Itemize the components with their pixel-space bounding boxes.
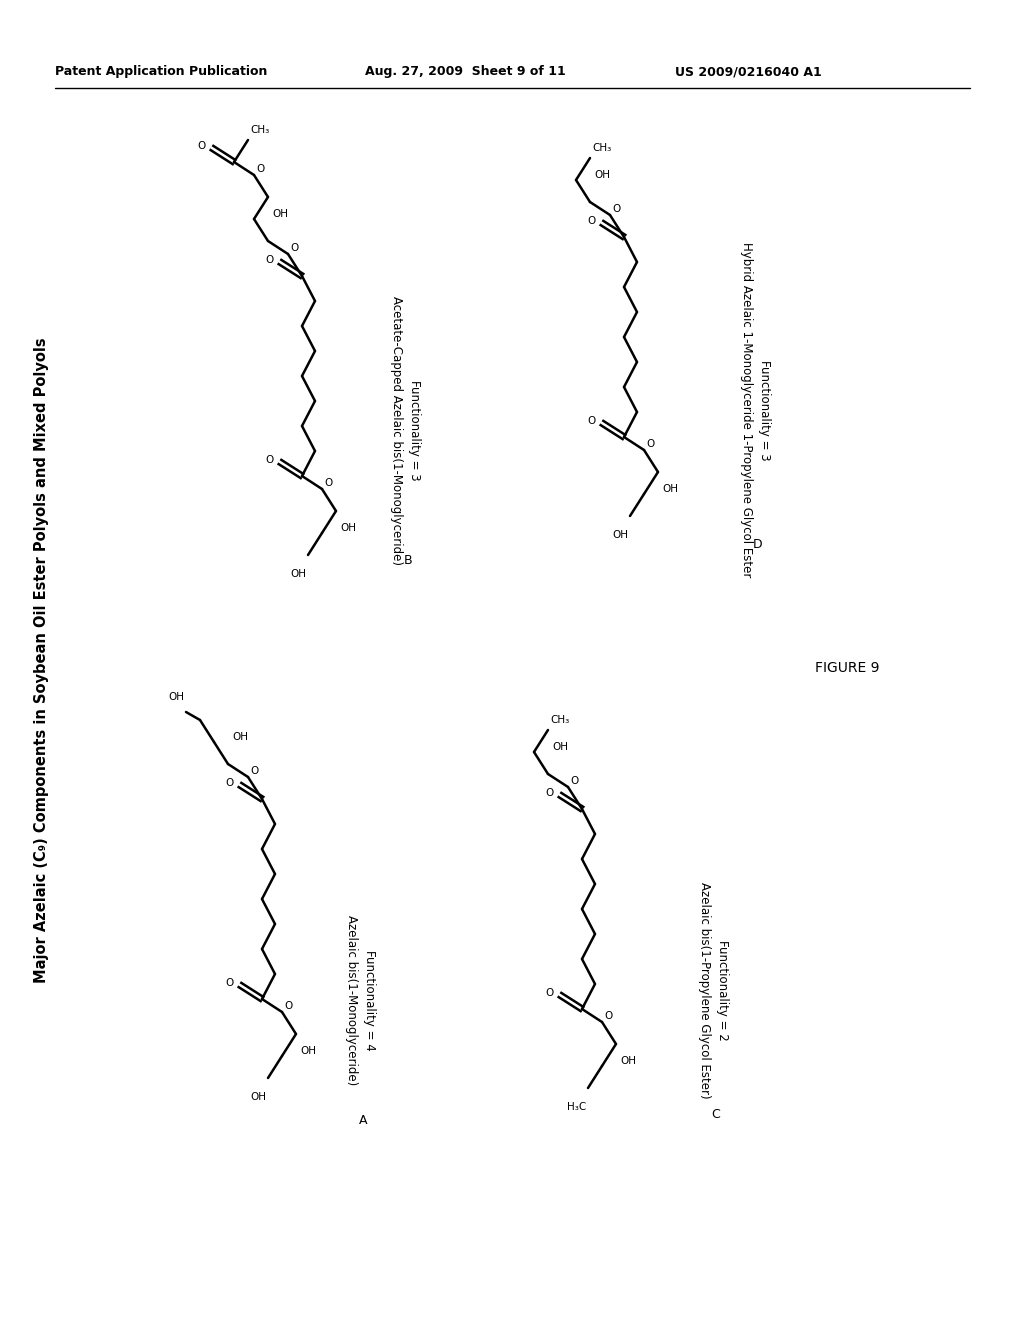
- Text: O: O: [570, 776, 579, 785]
- Text: OH: OH: [620, 1056, 636, 1067]
- Text: O: O: [250, 766, 258, 776]
- Text: O: O: [290, 243, 298, 253]
- Text: OH: OH: [552, 742, 568, 752]
- Text: O: O: [546, 987, 554, 998]
- Text: OH: OH: [594, 170, 610, 180]
- Text: CH₃: CH₃: [250, 125, 269, 135]
- Text: OH: OH: [250, 1092, 266, 1102]
- Text: O: O: [646, 440, 654, 449]
- Text: D: D: [754, 539, 763, 552]
- Text: FIGURE 9: FIGURE 9: [815, 661, 880, 675]
- Text: CH₃: CH₃: [550, 715, 569, 725]
- Text: OH: OH: [290, 569, 306, 579]
- Text: OH: OH: [232, 733, 248, 742]
- Text: O: O: [546, 788, 554, 799]
- Text: B: B: [403, 553, 413, 566]
- Text: CH₃: CH₃: [592, 143, 611, 153]
- Text: C: C: [712, 1109, 720, 1122]
- Text: H₃C: H₃C: [566, 1102, 586, 1111]
- Text: O: O: [256, 164, 264, 174]
- Text: Major Azelaic (C₉) Components in Soybean Oil Ester Polyols and Mixed Polyols: Major Azelaic (C₉) Components in Soybean…: [35, 337, 49, 983]
- Text: O: O: [324, 478, 332, 488]
- Text: O: O: [588, 216, 596, 226]
- Text: OH: OH: [662, 484, 678, 494]
- Text: O: O: [284, 1001, 292, 1011]
- Text: Hybrid Azelaic 1-Monoglyceride 1-Propylene Glycol Ester: Hybrid Azelaic 1-Monoglyceride 1-Propyle…: [740, 243, 753, 578]
- Text: OH: OH: [340, 523, 356, 533]
- Text: OH: OH: [300, 1045, 316, 1056]
- Text: US 2009/0216040 A1: US 2009/0216040 A1: [675, 66, 821, 78]
- Text: O: O: [225, 978, 234, 987]
- Text: O: O: [266, 455, 274, 465]
- Text: Patent Application Publication: Patent Application Publication: [55, 66, 267, 78]
- Text: Azelaic bis(1-Propylene Glycol Ester): Azelaic bis(1-Propylene Glycol Ester): [698, 882, 711, 1098]
- Text: OH: OH: [612, 531, 628, 540]
- Text: Functionality = 2: Functionality = 2: [716, 940, 729, 1040]
- Text: Aug. 27, 2009  Sheet 9 of 11: Aug. 27, 2009 Sheet 9 of 11: [365, 66, 565, 78]
- Text: O: O: [198, 141, 206, 150]
- Text: Azelaic bis(1-Monoglyceride): Azelaic bis(1-Monoglyceride): [345, 915, 358, 1085]
- Text: O: O: [266, 255, 274, 265]
- Text: O: O: [604, 1011, 612, 1020]
- Text: O: O: [588, 416, 596, 426]
- Text: OH: OH: [168, 692, 184, 702]
- Text: Functionality = 3: Functionality = 3: [408, 380, 421, 480]
- Text: Functionality = 4: Functionality = 4: [362, 949, 376, 1051]
- Text: Acetate-Capped Azelaic bis(1-Monoglyceride): Acetate-Capped Azelaic bis(1-Monoglyceri…: [390, 296, 403, 565]
- Text: A: A: [358, 1114, 368, 1126]
- Text: O: O: [612, 205, 621, 214]
- Text: Functionality = 3: Functionality = 3: [758, 359, 771, 461]
- Text: OH: OH: [272, 209, 288, 219]
- Text: O: O: [225, 777, 234, 788]
